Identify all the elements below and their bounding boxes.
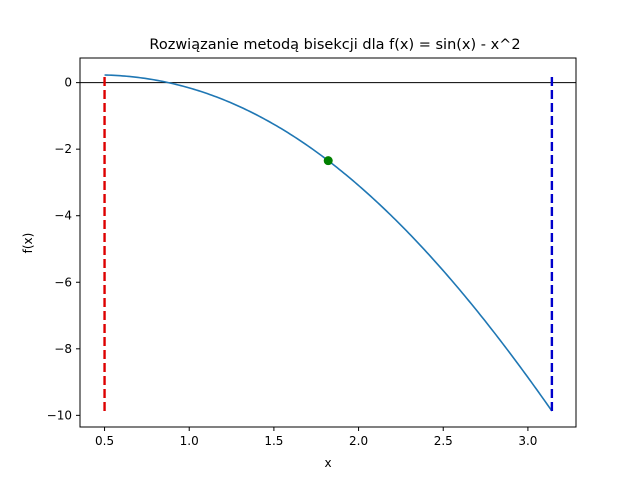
axes-frame <box>79 57 577 428</box>
y-tick-label: −8 <box>54 342 72 356</box>
x-tick-label: 0.5 <box>95 434 114 448</box>
y-tick-label: −4 <box>54 209 72 223</box>
x-tick-label: 2.0 <box>349 434 368 448</box>
y-tick-label: −10 <box>47 408 72 422</box>
y-axis-label: f(x) <box>21 233 35 254</box>
x-tick-label: 3.0 <box>518 434 537 448</box>
x-tick-label: 1.5 <box>264 434 283 448</box>
y-tick-label: 0 <box>64 76 72 90</box>
y-tick-label: −2 <box>54 142 72 156</box>
x-tick-label: 2.5 <box>434 434 453 448</box>
y-tick-label: −6 <box>54 275 72 289</box>
midpoint-marker <box>323 156 333 166</box>
chart-title: Rozwiązanie metodą bisekcji dla f(x) = s… <box>149 37 520 53</box>
x-tick-label: 1.0 <box>180 434 199 448</box>
plot-area: 0.5 1.0 1.5 2.0 2.5 3.0 0 −2 −4 −6 −8 −10 <box>47 57 577 448</box>
x-axis-label: x <box>324 456 331 470</box>
